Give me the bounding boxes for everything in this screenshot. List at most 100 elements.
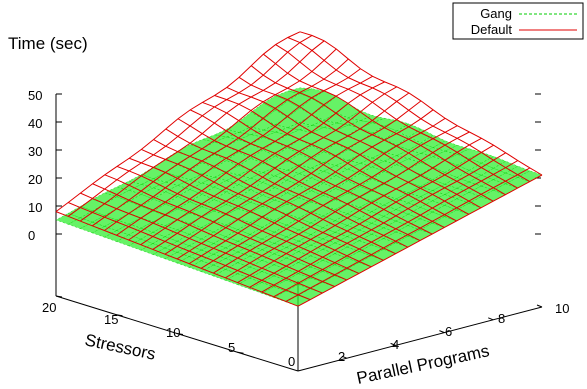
gang-surface-cell <box>335 180 361 194</box>
gang-surface-cell <box>371 194 397 206</box>
gang-surface-cell <box>310 182 336 196</box>
gang-surface-cell <box>407 218 433 230</box>
gang-surface-cell <box>152 181 179 193</box>
gang-surface-cell <box>212 258 239 270</box>
z-tick-label: 0 <box>28 228 35 243</box>
gang-surface-cell <box>164 196 191 210</box>
gang-surface-cell <box>322 253 348 265</box>
gang-surface-cell <box>310 249 336 261</box>
gang-surface-cell <box>91 226 118 238</box>
gang-surface-cell <box>274 192 300 205</box>
default-mesh-line <box>176 100 422 260</box>
y-tick <box>116 314 123 317</box>
legend: Gang Default <box>452 2 584 40</box>
gang-surface-cell <box>370 238 397 250</box>
y-axis-title: Stressors <box>83 330 157 364</box>
default-mesh-line <box>237 137 482 283</box>
gang-surface-cell <box>273 279 299 292</box>
gang-surface-cell <box>237 202 264 213</box>
gang-surface-cell <box>285 273 311 285</box>
gang-surface-cell <box>201 186 227 200</box>
gang-surface-cell <box>273 268 299 281</box>
gang-surface-cell <box>396 136 422 151</box>
gang-surface-cell <box>444 154 470 166</box>
gang-surface-cell <box>432 150 458 161</box>
gang-surface-cell <box>298 190 324 203</box>
gang-surface-cell <box>213 204 239 215</box>
y-tick <box>55 295 63 298</box>
gang-surface-cell <box>225 184 251 198</box>
gang-surface-cell <box>200 264 226 277</box>
gang-surface-cell <box>444 198 470 211</box>
gang-surface-cell <box>431 205 458 217</box>
x-tick <box>341 355 347 359</box>
x-tick-label: 0 <box>288 354 295 369</box>
gang-surface-cell <box>286 185 312 199</box>
default-mesh-line <box>92 48 337 227</box>
gang-surface-cell <box>116 190 142 202</box>
gang-surface-cell <box>419 211 445 224</box>
gang-surface-cell <box>285 262 311 274</box>
default-mesh-line <box>225 131 470 279</box>
default-mesh-line <box>213 125 458 274</box>
gang-surface-cell <box>383 144 410 156</box>
gang-surface-cell <box>395 158 422 170</box>
x-tick-label: 10 <box>555 301 569 316</box>
gang-surface-cell <box>152 215 178 226</box>
gang-surface-cell <box>274 179 300 194</box>
gang-surface-cell <box>225 218 251 230</box>
gang-surface-cell <box>371 160 397 172</box>
gang-surface-cell <box>140 178 167 188</box>
z-tick-label: 40 <box>28 116 42 131</box>
gang-surface-cell <box>310 170 337 184</box>
gang-surface-cell <box>298 211 324 224</box>
gang-surface-cell <box>237 222 263 235</box>
gang-surface-cell <box>249 260 275 272</box>
gang-surface-cell <box>225 197 251 209</box>
gang-surface-cell <box>395 181 421 194</box>
gang-surface-cell <box>371 138 398 153</box>
z-axis-title: Time (sec) <box>8 34 88 53</box>
gang-surface-cell <box>237 266 263 279</box>
gang-surface-cell <box>347 186 373 198</box>
gang-surface-cell <box>407 207 433 220</box>
gang-surface-cell <box>274 147 300 162</box>
gang-surface-cell <box>67 206 93 218</box>
gang-surface-cell <box>177 189 203 203</box>
default-mesh-line <box>79 40 325 222</box>
default-mesh-line <box>128 75 373 241</box>
gang-surface-cell <box>299 88 325 99</box>
default-mesh-line <box>261 152 506 293</box>
z-tick-label: 20 <box>28 172 42 187</box>
gang-surface-cell <box>274 213 300 226</box>
z-tick-labels: 0 10 20 30 40 50 <box>28 88 42 243</box>
gang-surface-cell <box>250 149 276 164</box>
gang-surface-cell <box>286 153 312 166</box>
default-mesh-line <box>188 109 434 265</box>
legend-box <box>452 2 584 40</box>
gang-surface-cell <box>237 277 263 290</box>
gang-surface-cell <box>322 175 349 189</box>
gang-surface-cell <box>395 213 421 226</box>
x-tick-label: 8 <box>498 311 505 326</box>
gang-surface-cell <box>213 214 239 226</box>
default-mesh-line <box>285 167 531 302</box>
gang-surface-cell <box>152 172 179 183</box>
gang-surface-cell <box>237 189 264 203</box>
gang-surface-cell <box>213 191 239 205</box>
gang-surface-cell <box>358 234 385 246</box>
gang-surface-cell <box>468 185 494 197</box>
gang-surface-cell <box>383 188 409 200</box>
gang-surface-cell <box>177 201 203 214</box>
gang-surface-cell <box>359 178 385 192</box>
x-tick-label: 4 <box>392 337 399 352</box>
gang-surface-cell <box>262 175 288 188</box>
gang-surface-cell <box>212 269 239 281</box>
gang-surface-cell <box>128 194 154 207</box>
default-mesh-line <box>104 58 349 231</box>
gang-surface-cell <box>419 200 446 213</box>
gang-surface-cell <box>262 187 288 201</box>
gang-surface-cell <box>249 271 275 283</box>
gang-surface-cell <box>140 221 166 233</box>
